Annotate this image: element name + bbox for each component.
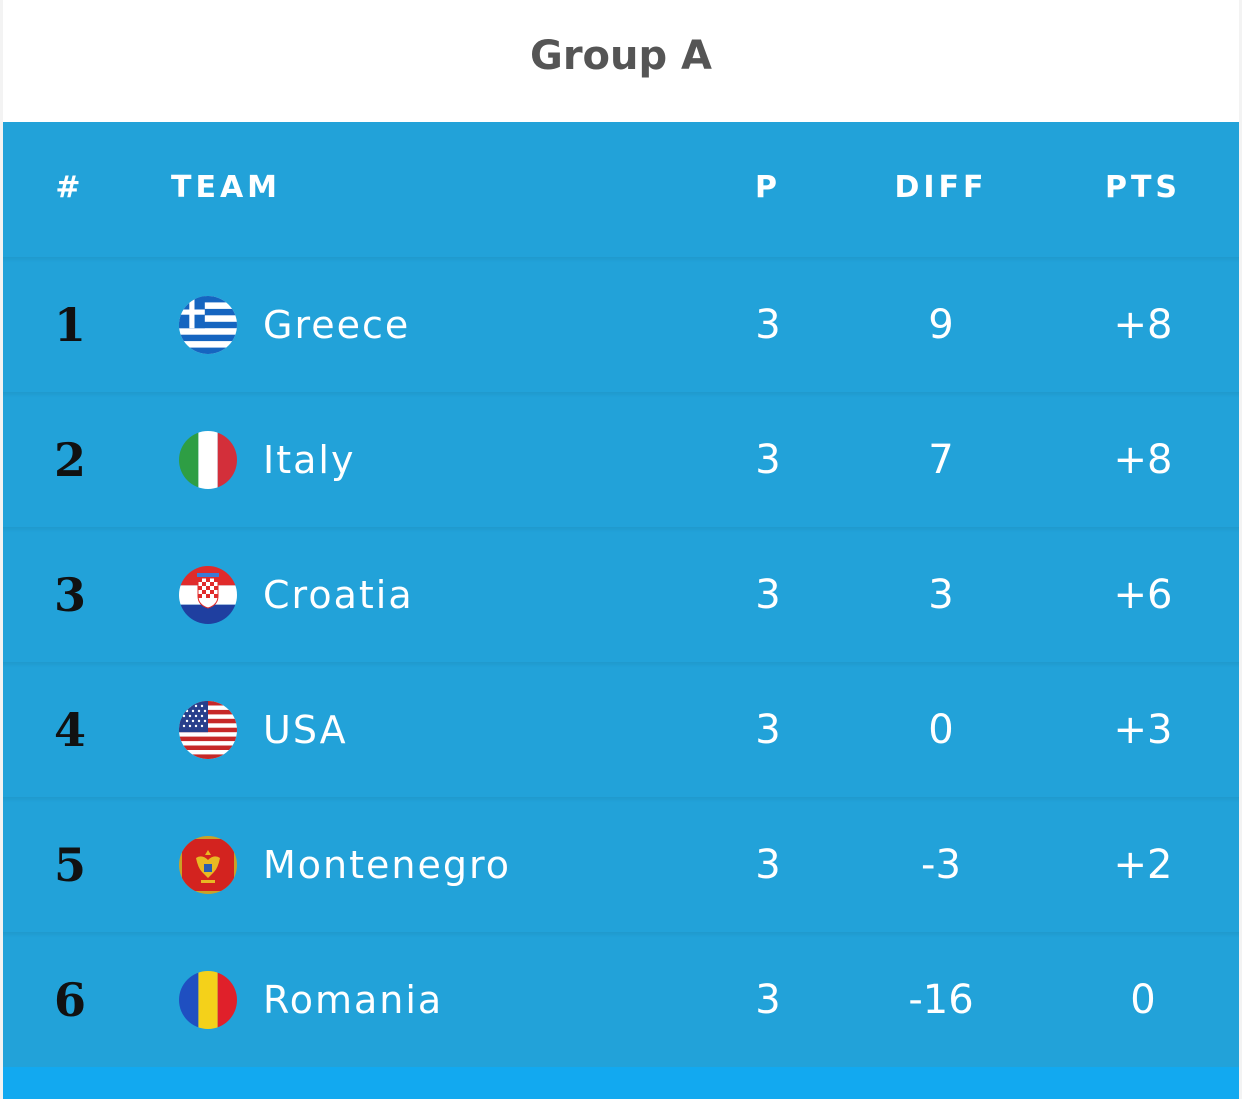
standings-table: # TEAM P DIFF PTS 1 <box>3 122 1239 1067</box>
row-points: +2 <box>1113 841 1173 888</box>
italy-flag-icon <box>179 430 237 489</box>
table-row[interactable]: 6 Romania 3 -16 0 <box>3 932 1239 1067</box>
row-played: 3 <box>755 841 781 888</box>
row-points: +8 <box>1113 301 1173 348</box>
row-diff: -3 <box>921 841 961 888</box>
table-row[interactable]: 4 <box>3 662 1239 797</box>
romania-flag-icon <box>179 970 237 1029</box>
row-team: Montenegro <box>171 797 671 932</box>
croatia-flag-icon <box>179 565 237 624</box>
team-name: USA <box>263 707 348 752</box>
row-team: Croatia <box>171 527 671 662</box>
bottom-bar <box>3 1067 1239 1099</box>
row-rank: 4 <box>53 702 86 757</box>
table-row[interactable]: 3 <box>3 527 1239 662</box>
team-name: Italy <box>263 437 356 482</box>
row-played: 3 <box>755 976 781 1023</box>
row-diff: 7 <box>928 436 954 483</box>
row-points: 0 <box>1130 976 1156 1023</box>
team-name: Montenegro <box>263 842 512 887</box>
header-points: PTS <box>1104 170 1182 205</box>
row-rank: 1 <box>53 297 86 352</box>
row-played: 3 <box>755 436 781 483</box>
row-rank: 6 <box>53 972 86 1027</box>
row-played: 3 <box>755 571 781 618</box>
header-diff: DIFF <box>894 170 988 205</box>
row-points: +6 <box>1113 571 1173 618</box>
table-row[interactable]: 1 <box>3 257 1239 392</box>
greece-flag-icon <box>179 295 237 354</box>
team-name: Croatia <box>263 572 414 617</box>
row-diff: -16 <box>908 976 974 1023</box>
row-rank: 2 <box>53 432 86 487</box>
row-diff: 0 <box>928 706 954 753</box>
row-team: Romania <box>171 932 671 1067</box>
usa-flag-icon <box>179 700 237 759</box>
header-rank: # <box>55 170 85 205</box>
row-points: +3 <box>1113 706 1173 753</box>
table-row[interactable]: 5 Montenegro 3 -3 <box>3 797 1239 932</box>
table-header: # TEAM P DIFF PTS <box>3 122 1239 257</box>
header-played: P <box>755 170 781 205</box>
team-name: Romania <box>263 977 444 1022</box>
row-played: 3 <box>755 301 781 348</box>
header-team: TEAM <box>171 170 282 205</box>
standings-card: Group A # TEAM P DIFF PTS 1 <box>3 0 1239 1099</box>
row-diff: 9 <box>928 301 954 348</box>
row-points: +8 <box>1113 436 1173 483</box>
row-rank: 3 <box>53 567 86 622</box>
group-title: Group A <box>529 33 713 79</box>
team-name: Greece <box>263 302 411 347</box>
row-team: Greece <box>171 257 671 392</box>
table-row[interactable]: 2 Italy 3 7 +8 <box>3 392 1239 527</box>
row-rank: 5 <box>53 837 86 892</box>
row-played: 3 <box>755 706 781 753</box>
montenegro-flag-icon <box>179 835 237 894</box>
row-team: USA <box>171 662 671 797</box>
row-diff: 3 <box>928 571 954 618</box>
row-team: Italy <box>171 392 671 527</box>
